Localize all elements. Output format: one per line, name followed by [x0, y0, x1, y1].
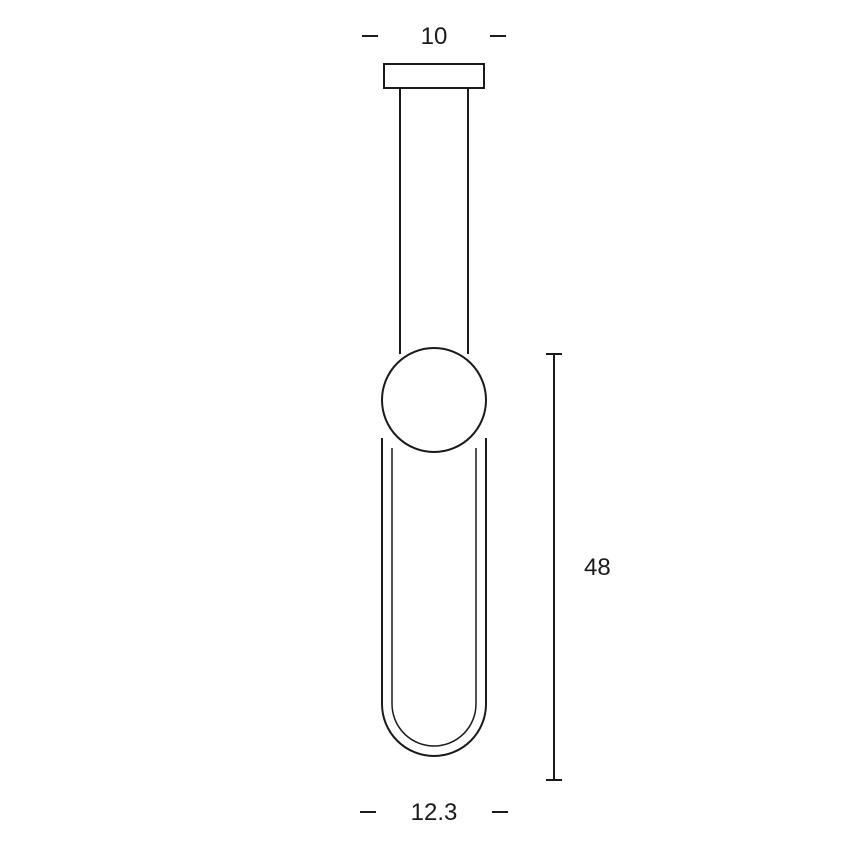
canopy [384, 64, 484, 88]
height-dim-label: 48 [584, 554, 611, 581]
bottom-dim-label: 12.3 [411, 799, 458, 826]
loop-outer [382, 438, 486, 756]
loop-inner [392, 448, 476, 746]
top-dim-label: 10 [421, 23, 448, 50]
sphere [382, 348, 486, 452]
